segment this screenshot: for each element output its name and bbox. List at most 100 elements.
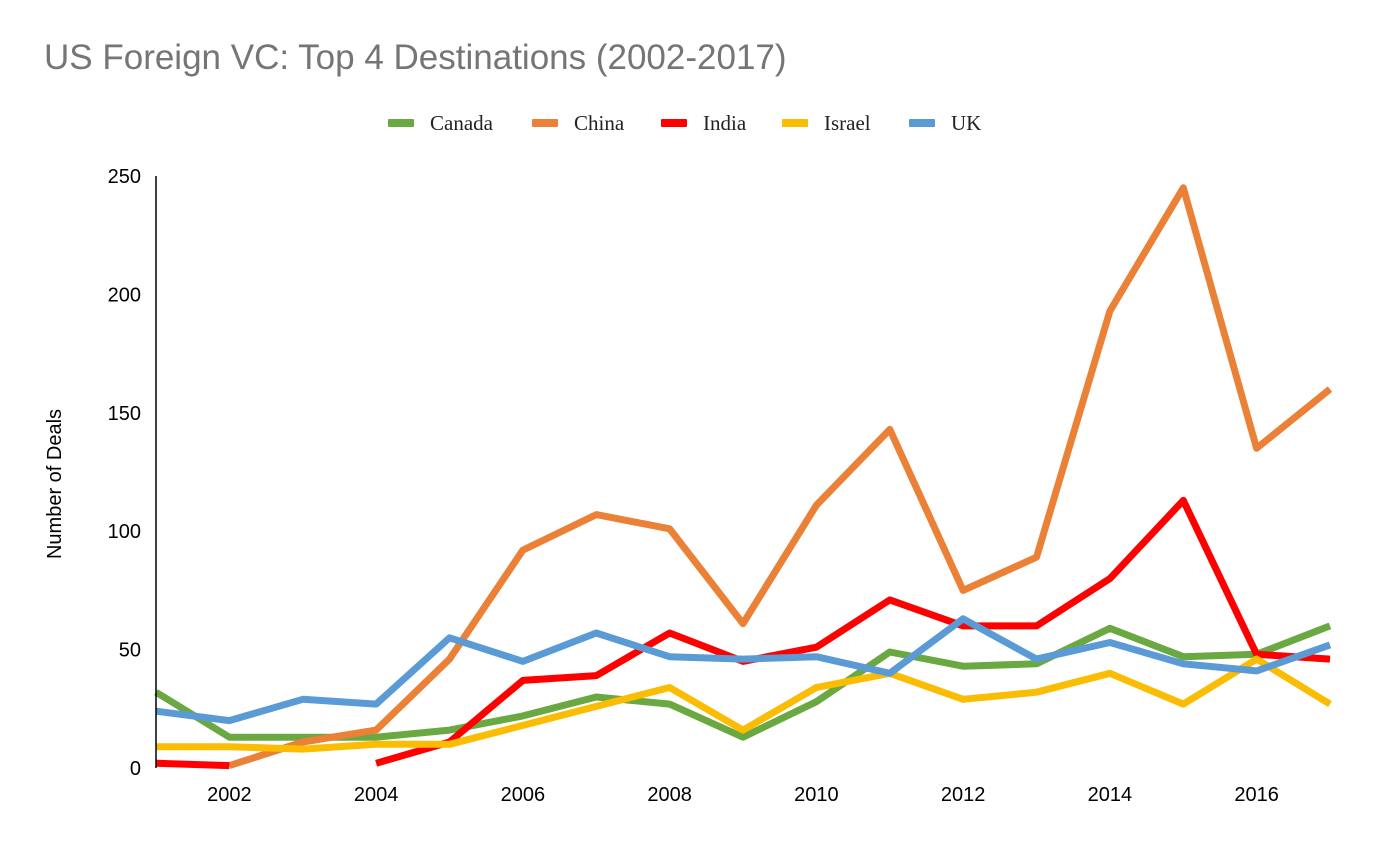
series-canada — [154, 622, 1333, 741]
data-point-india-2008 — [667, 630, 673, 636]
data-point-china-2003 — [300, 739, 306, 745]
series-layer — [154, 184, 1333, 770]
data-point-china-2007 — [593, 512, 599, 518]
series-uk — [155, 615, 1333, 725]
data-point-india-2017 — [1327, 656, 1333, 662]
y-tick-label-200: 200 — [108, 284, 141, 306]
data-point-uk-2013 — [1034, 656, 1040, 662]
data-point-china-2013 — [1034, 554, 1040, 560]
legend-swatch-uk — [909, 119, 935, 127]
data-point-canada-2006 — [520, 713, 526, 719]
x-tick-label-2012: 2012 — [941, 784, 986, 806]
y-tick-label-100: 100 — [108, 521, 141, 543]
data-point-canada-2015 — [1180, 654, 1186, 660]
legend-swatch-canada — [388, 119, 414, 127]
data-point-israel-2017 — [1327, 701, 1333, 707]
data-point-china-2012 — [960, 587, 966, 593]
legend-label-israel: Israel — [824, 110, 871, 135]
data-point-india-2011 — [887, 597, 893, 603]
data-point-india-2015 — [1180, 497, 1186, 503]
data-point-india-2014 — [1107, 576, 1113, 582]
y-tick-label-50: 50 — [119, 640, 141, 662]
data-point-uk-2004 — [373, 701, 379, 707]
data-point-china-2017 — [1327, 386, 1333, 392]
chart-title: US Foreign VC: Top 4 Destinations (2002-… — [44, 38, 787, 77]
data-point-israel-2006 — [520, 722, 526, 728]
data-point-israel-2005 — [447, 741, 453, 747]
data-point-uk-2005 — [447, 635, 453, 641]
data-point-israel-2008 — [667, 685, 673, 691]
data-point-india-2007 — [593, 673, 599, 679]
data-point-china-2006 — [520, 547, 526, 553]
data-point-uk-2003 — [300, 696, 306, 702]
series-line-india-2 — [375, 496, 1331, 767]
data-point-uk-2017 — [1327, 642, 1333, 648]
legend-item-canada: Canada — [388, 108, 493, 138]
data-point-india-2002 — [226, 763, 232, 769]
data-point-israel-2002 — [226, 744, 232, 750]
data-point-china-2014 — [1107, 308, 1113, 314]
data-point-uk-2009 — [740, 656, 746, 662]
legend-item-uk: UK — [909, 108, 981, 138]
legend-item-israel: Israel — [782, 108, 871, 138]
series-line-india-1 — [155, 759, 230, 770]
data-point-india-2004 — [373, 760, 379, 766]
data-point-israel-2012 — [960, 696, 966, 702]
legend-swatch-israel — [782, 119, 808, 127]
y-tick-label-150: 150 — [108, 403, 141, 425]
data-point-uk-2010 — [813, 654, 819, 660]
legend-swatch-india — [661, 119, 687, 127]
legend-swatch-china — [532, 119, 558, 127]
data-point-canada-2017 — [1327, 623, 1333, 629]
data-point-india-2006 — [520, 677, 526, 683]
data-point-china-2005 — [447, 656, 453, 662]
series-line-israel — [156, 655, 1332, 753]
data-point-israel-2015 — [1180, 701, 1186, 707]
data-point-israel-2014 — [1107, 670, 1113, 676]
y-tick-label-0: 0 — [130, 758, 141, 780]
y-tick-label-250: 250 — [108, 166, 141, 188]
data-point-canada-2011 — [887, 649, 893, 655]
data-point-canada-2007 — [593, 694, 599, 700]
data-point-israel-2003 — [300, 746, 306, 752]
data-point-canada-2009 — [740, 734, 746, 740]
legend-label-china: China — [574, 110, 625, 135]
data-point-uk-2011 — [887, 670, 893, 676]
data-point-china-2016 — [1254, 445, 1260, 451]
data-point-china-2008 — [667, 526, 673, 532]
legend-item-china: China — [532, 108, 624, 138]
data-point-china-2004 — [373, 727, 379, 733]
data-point-china-2011 — [887, 426, 893, 432]
axis-layer: 0 50 100 150 200 250 2002 2004 2006 2008 2010 2012 2… — [44, 166, 1279, 806]
series-china — [228, 184, 1333, 769]
x-tick-label-2016: 2016 — [1234, 784, 1279, 806]
data-point-canada-2004 — [373, 734, 379, 740]
y-axis-title: Number of Deals — [44, 409, 66, 559]
data-point-israel-2010 — [813, 685, 819, 691]
data-point-uk-2006 — [520, 658, 526, 664]
legend-label-india: India — [703, 110, 747, 135]
data-point-uk-2002 — [226, 718, 232, 724]
data-point-uk-2012 — [960, 616, 966, 622]
data-point-canada-2002 — [226, 734, 232, 740]
data-point-china-2009 — [740, 621, 746, 627]
legend-label-uk: UK — [951, 110, 982, 135]
data-point-canada-2010 — [813, 699, 819, 705]
legend-label-canada: Canada — [430, 110, 493, 135]
data-point-israel-2009 — [740, 727, 746, 733]
legend-item-india: India — [661, 108, 746, 138]
x-tick-label-2010: 2010 — [794, 784, 839, 806]
series-line-china — [228, 184, 1333, 769]
data-point-uk-2016 — [1254, 668, 1260, 674]
series-israel — [156, 655, 1333, 753]
series-line-uk — [155, 615, 1332, 725]
data-point-israel-2013 — [1034, 689, 1040, 695]
data-point-uk-2008 — [667, 654, 673, 660]
x-tick-label-2008: 2008 — [647, 784, 692, 806]
data-point-india-2010 — [813, 644, 819, 650]
data-point-china-2010 — [813, 502, 819, 508]
data-point-canada-2012 — [960, 663, 966, 669]
data-point-uk-2015 — [1180, 661, 1186, 667]
data-point-israel-2016 — [1254, 656, 1260, 662]
series-india — [155, 496, 1333, 770]
